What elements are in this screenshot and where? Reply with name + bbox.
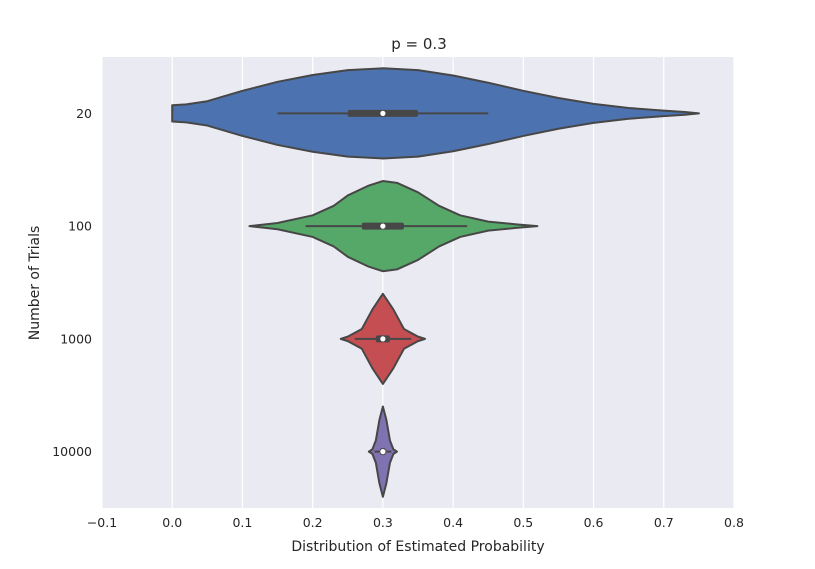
x-tick-label: 0.3 — [373, 515, 393, 530]
x-tick-label: −0.1 — [87, 515, 117, 530]
y-tick-label: 100 — [68, 219, 92, 234]
violins — [171, 67, 700, 498]
x-tick-label: 0.0 — [162, 515, 182, 530]
x-axis-label: Distribution of Estimated Probability — [291, 539, 544, 555]
median-point — [380, 223, 386, 229]
x-axis-ticks: −0.1 0.0 0.1 0.2 0.3 0.4 0.5 0.6 0.7 0.8 — [87, 515, 744, 530]
x-tick-label: 0.7 — [654, 515, 674, 530]
chart-title: p = 0.3 — [391, 35, 446, 53]
median-point — [380, 336, 386, 342]
median-point — [380, 110, 386, 116]
y-axis-label: Number of Trials — [27, 226, 43, 341]
y-tick-label: 10000 — [52, 444, 92, 459]
y-tick-label: 1000 — [60, 331, 92, 346]
median-point — [380, 449, 386, 455]
x-tick-label: 0.8 — [724, 515, 744, 530]
x-tick-label: 0.4 — [443, 515, 463, 530]
y-axis-ticks: 20 100 1000 10000 — [52, 106, 92, 459]
y-tick-label: 20 — [76, 106, 92, 121]
x-tick-label: 0.2 — [303, 515, 323, 530]
x-tick-label: 0.6 — [584, 515, 604, 530]
x-tick-label: 0.1 — [232, 515, 252, 530]
x-tick-label: 0.5 — [513, 515, 533, 530]
